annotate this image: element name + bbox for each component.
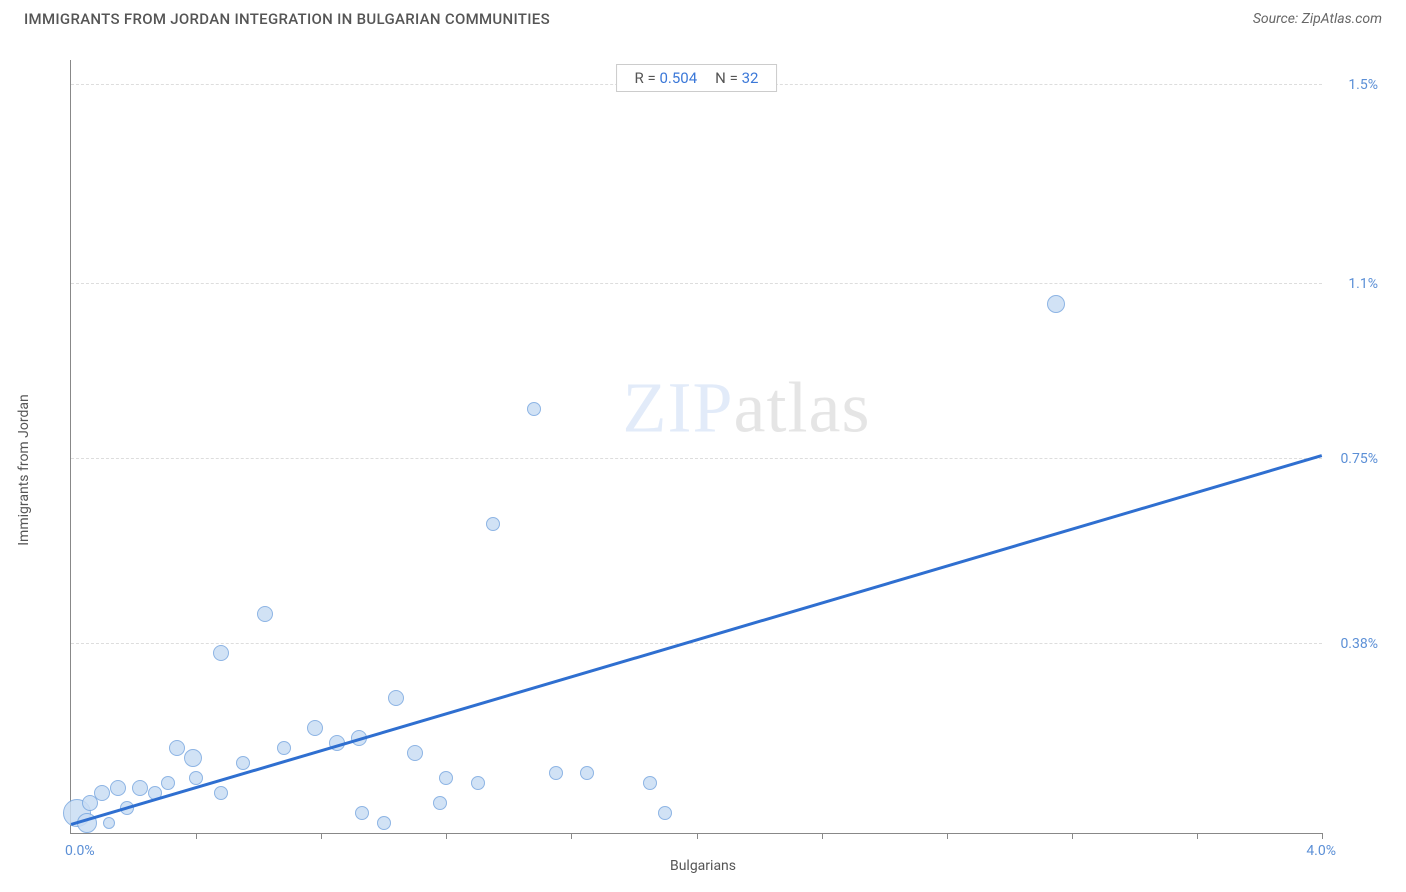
n-label: N = bbox=[715, 69, 738, 87]
stats-box: R = 0.504 N = 32 bbox=[616, 64, 778, 92]
plot-area: R = 0.504 N = 32 ZIPatlas 0.0% 4.0% 0.38… bbox=[70, 60, 1322, 834]
x-tick bbox=[822, 833, 823, 839]
watermark-atlas: atlas bbox=[734, 367, 871, 447]
x-max-label: 4.0% bbox=[1306, 843, 1336, 859]
x-tick bbox=[947, 833, 948, 839]
data-point bbox=[407, 745, 423, 761]
data-point bbox=[307, 720, 323, 736]
data-point bbox=[277, 741, 291, 755]
chart-title: IMMIGRANTS FROM JORDAN INTEGRATION IN BU… bbox=[24, 10, 550, 28]
r-value: 0.504 bbox=[659, 69, 697, 87]
data-point bbox=[1047, 295, 1065, 313]
data-point bbox=[580, 766, 594, 780]
regression-line bbox=[71, 454, 1323, 825]
data-point bbox=[94, 785, 110, 801]
x-tick bbox=[1197, 833, 1198, 839]
data-point bbox=[189, 771, 203, 785]
x-tick bbox=[1072, 833, 1073, 839]
gridline bbox=[71, 643, 1322, 644]
x-tick bbox=[1322, 833, 1323, 839]
x-axis-label: Bulgarians bbox=[670, 858, 736, 874]
data-point bbox=[103, 817, 115, 829]
source-attribution: Source: ZipAtlas.com bbox=[1253, 11, 1382, 27]
data-point bbox=[486, 517, 500, 531]
data-point bbox=[257, 606, 273, 622]
n-value: 32 bbox=[742, 69, 759, 87]
watermark-zip: ZIP bbox=[623, 367, 734, 447]
y-tick-label: 1.5% bbox=[1348, 77, 1378, 93]
data-point bbox=[161, 776, 175, 790]
watermark: ZIPatlas bbox=[623, 366, 871, 449]
data-point bbox=[388, 690, 404, 706]
gridline bbox=[71, 458, 1322, 459]
data-point bbox=[110, 780, 126, 796]
data-point bbox=[213, 645, 229, 661]
r-label: R = bbox=[635, 69, 656, 87]
data-point bbox=[377, 816, 391, 830]
data-point bbox=[236, 756, 250, 770]
x-tick bbox=[321, 833, 322, 839]
y-tick-label: 0.75% bbox=[1340, 451, 1378, 467]
data-point bbox=[132, 780, 148, 796]
data-point bbox=[214, 786, 228, 800]
data-point bbox=[549, 766, 563, 780]
x-tick bbox=[196, 833, 197, 839]
data-point bbox=[169, 740, 185, 756]
gridline bbox=[71, 283, 1322, 284]
data-point bbox=[643, 776, 657, 790]
data-point bbox=[439, 771, 453, 785]
data-point bbox=[527, 402, 541, 416]
r-stat: R = 0.504 bbox=[635, 69, 698, 87]
n-stat: N = 32 bbox=[715, 69, 758, 87]
data-point bbox=[658, 806, 672, 820]
y-tick-label: 0.38% bbox=[1340, 636, 1378, 652]
x-tick bbox=[571, 833, 572, 839]
data-point bbox=[433, 796, 447, 810]
y-axis-label: Immigrants from Jordan bbox=[16, 394, 32, 546]
data-point bbox=[355, 806, 369, 820]
x-tick bbox=[446, 833, 447, 839]
data-point bbox=[471, 776, 485, 790]
x-origin-label: 0.0% bbox=[65, 843, 95, 859]
chart-container: Immigrants from Jordan Bulgarians R = 0.… bbox=[24, 50, 1382, 874]
y-tick-label: 1.1% bbox=[1348, 276, 1378, 292]
data-point bbox=[184, 749, 202, 767]
x-tick bbox=[697, 833, 698, 839]
